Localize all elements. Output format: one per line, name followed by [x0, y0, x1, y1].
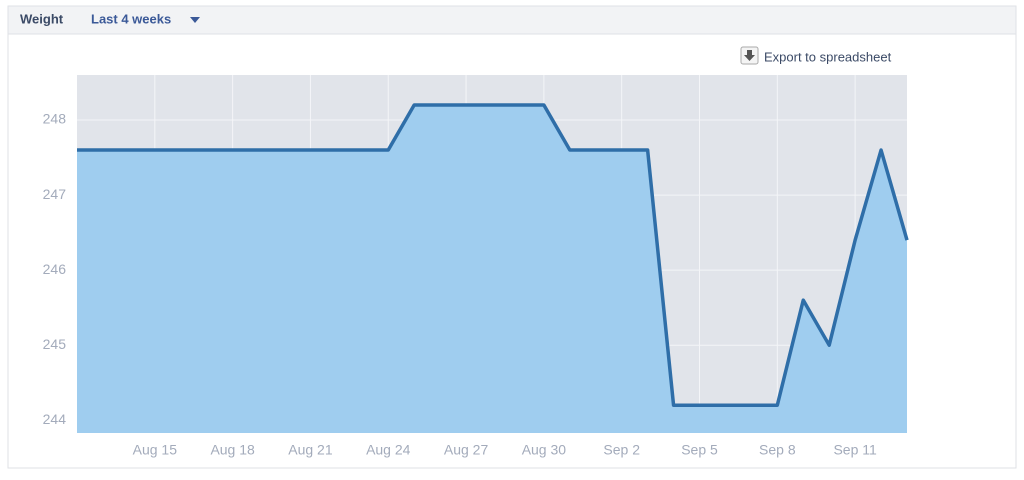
- export-link[interactable]: Export to spreadsheet: [764, 49, 892, 64]
- title: Weight: [20, 11, 64, 26]
- y-tick-label: 245: [43, 336, 67, 352]
- x-tick-label: Aug 21: [288, 442, 333, 458]
- x-tick-label: Sep 11: [833, 442, 877, 458]
- dropdown-arrow[interactable]: [190, 17, 200, 23]
- range-dropdown[interactable]: Last 4 weeks: [91, 11, 171, 26]
- y-tick-label: 248: [43, 111, 67, 127]
- y-tick-label: 244: [43, 411, 67, 427]
- x-tick-label: Aug 15: [133, 442, 178, 458]
- x-tick-label: Sep 5: [681, 442, 718, 458]
- x-tick-label: Aug 18: [210, 442, 255, 458]
- export-arrow[interactable]: [744, 50, 755, 61]
- x-tick-label: Aug 24: [366, 442, 411, 458]
- x-tick-label: Sep 2: [603, 442, 640, 458]
- line: [77, 103, 909, 407]
- area-fill: [77, 105, 907, 433]
- x-tick-label: Aug 30: [522, 442, 567, 458]
- x-tick-label: Sep 8: [759, 442, 796, 458]
- x-tick-label: Aug 27: [444, 442, 489, 458]
- y-tick-label: 246: [43, 261, 67, 277]
- header-bar: [7, 5, 1017, 35]
- y-tick-label: 247: [43, 186, 67, 202]
